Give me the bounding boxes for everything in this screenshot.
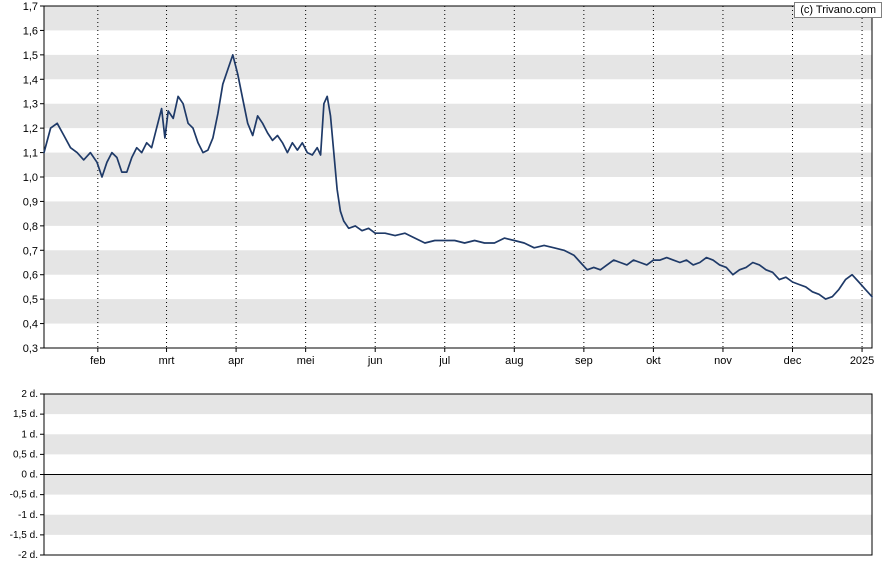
top-ytick-label: 1,4 xyxy=(23,74,38,86)
top-ytick-label: 0,3 xyxy=(23,343,38,355)
top-ytick-label: 0,4 xyxy=(23,319,38,331)
chart-container: 0,3 0,4 0,5 0,6 0,7 0,8 0,9 1,0 1,1 1,2 1,3 1,4 1,5 1… xyxy=(0,0,888,565)
top-ytick-label: 0,6 xyxy=(23,270,38,282)
x-month-label: sep xyxy=(575,355,593,367)
top-ytick-label: 1,1 xyxy=(23,148,38,160)
x-month-label: nov xyxy=(714,355,732,367)
x-month-label: 2025 xyxy=(850,355,874,367)
bottom-ytick-label: 0 d. xyxy=(21,470,38,481)
x-month-label: mrt xyxy=(159,355,175,367)
bottom-ytick-label: 2 d. xyxy=(21,389,38,400)
top-ytick-label: 1,5 xyxy=(23,50,38,62)
top-ytick-label: 1,2 xyxy=(23,123,38,135)
x-month-label: feb xyxy=(90,355,105,367)
x-month-label: aug xyxy=(505,355,523,367)
top-ytick-label: 1,6 xyxy=(23,25,38,37)
top-ytick-label: 1,0 xyxy=(23,172,38,184)
bottom-ytick-label: -0,5 d. xyxy=(10,490,38,501)
top-ytick-label: 0,8 xyxy=(23,221,38,233)
top-ytick-label: 0,5 xyxy=(23,294,38,306)
bottom-ytick-label: 1,5 d. xyxy=(13,409,38,420)
bottom-ytick-label: 0,5 d. xyxy=(13,449,38,460)
x-month-label: apr xyxy=(228,355,244,367)
attribution-label: (c) Trivano.com xyxy=(794,2,882,18)
bottom-ytick-label: -1 d. xyxy=(18,510,38,521)
chart-svg: 0,3 0,4 0,5 0,6 0,7 0,8 0,9 1,0 1,1 1,2 1,3 1,4 1,5 1… xyxy=(0,0,888,565)
x-month-label: jun xyxy=(367,355,383,367)
bottom-ytick-label: 1 d. xyxy=(21,429,38,440)
top-ytick-label: 1,3 xyxy=(23,99,38,111)
top-ytick-label: 0,7 xyxy=(23,245,38,257)
x-month-label: jul xyxy=(438,355,450,367)
bottom-ytick-label: -2 d. xyxy=(18,550,38,561)
x-month-label: mei xyxy=(297,355,315,367)
x-month-label: okt xyxy=(646,355,661,367)
x-month-label: dec xyxy=(784,355,802,367)
top-ytick-label: 1,7 xyxy=(23,1,38,13)
top-ytick-label: 0,9 xyxy=(23,196,38,208)
bottom-ytick-label: -1,5 d. xyxy=(10,530,38,541)
